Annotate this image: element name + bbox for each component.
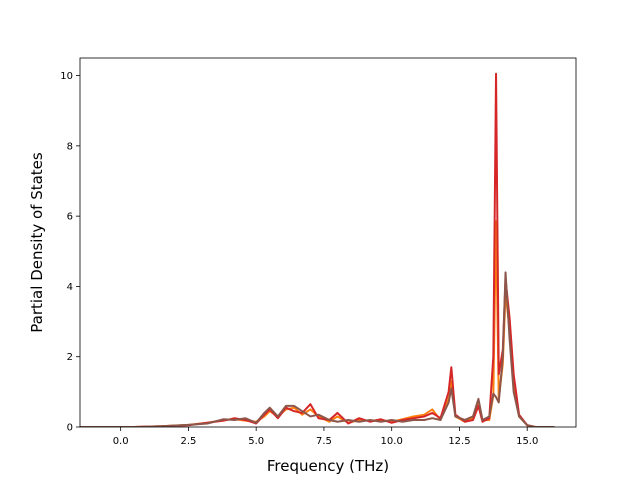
series-lines [80, 72, 555, 427]
y-axis-label: Partial Density of States [28, 152, 46, 333]
series-line-3 [80, 271, 555, 427]
x-axis-ticks: 0.0 2.5 5.0 7.5 10.0 12.5 15.0 [113, 427, 538, 447]
x-tick-label: 5.0 [248, 436, 264, 447]
y-tick-label: 0 [67, 423, 73, 434]
series-line-2 [80, 72, 555, 427]
x-tick-label: 2.5 [180, 436, 196, 447]
plot-frame [79, 57, 577, 428]
x-tick-label: 7.5 [316, 436, 332, 447]
x-tick-label: 10.0 [381, 436, 403, 447]
y-tick-label: 6 [67, 212, 73, 223]
y-axis-ticks: 0 2 4 6 8 10 [60, 71, 80, 434]
y-tick-label: 8 [67, 141, 73, 152]
y-tick-label: 4 [67, 282, 73, 293]
x-tick-label: 0.0 [113, 436, 129, 447]
x-tick-label: 15.0 [516, 436, 538, 447]
y-tick-label: 10 [60, 71, 73, 82]
y-tick-label: 2 [67, 352, 73, 363]
series-line-1 [80, 220, 555, 427]
x-axis-label: Frequency (THz) [267, 457, 389, 475]
x-tick-label: 12.5 [448, 436, 470, 447]
